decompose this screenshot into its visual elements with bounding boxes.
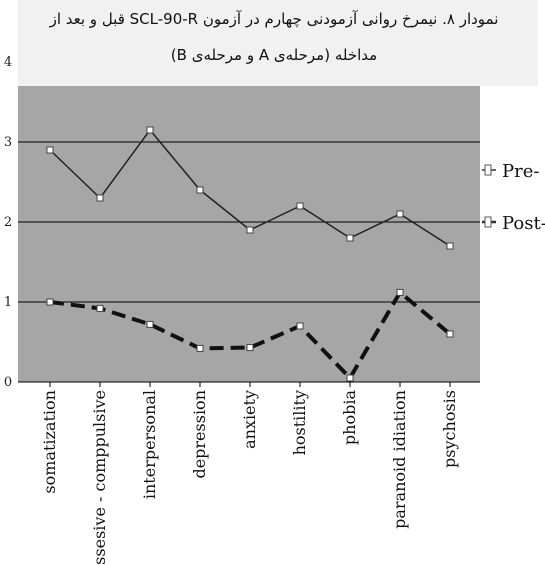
y-tick-label-4: 4 [4, 55, 12, 70]
marker-0-0 [46, 146, 54, 154]
x-tick-label-8: psychosis [440, 390, 459, 468]
marker-1-1 [96, 304, 104, 312]
marker-1-2 [146, 320, 154, 328]
y-tick-label-1: 1 [4, 295, 12, 310]
marker-1-7 [396, 288, 404, 296]
legend-marker-1 [484, 216, 492, 228]
marker-1-0 [46, 298, 54, 306]
marker-0-4 [246, 226, 254, 234]
marker-0-6 [346, 234, 354, 242]
marker-0-8 [446, 242, 454, 250]
legend-marker-0 [484, 164, 492, 176]
legend: Pre- Post- [482, 161, 545, 234]
marker-1-6 [346, 374, 354, 382]
chart-title-line-1: نمودار ۸. نیمرخ روانی آزمودنی چهارم در آ… [49, 10, 499, 28]
plot-area [18, 86, 480, 382]
legend-label-0: Pre- [502, 161, 539, 182]
marker-1-4 [246, 344, 254, 352]
y-axis-ticks: 0 1 2 3 4 [4, 55, 12, 390]
y-tick-label-0: 0 [4, 375, 12, 390]
x-tick-label-7: paranoid idiation [390, 390, 409, 529]
marker-1-8 [446, 330, 454, 338]
marker-0-1 [96, 194, 104, 202]
x-tick-label-0: somatization [40, 390, 59, 494]
chart-title-box: نمودار ۸. نیمرخ روانی آزمودنی چهارم در آ… [18, 0, 538, 86]
x-tick-label-1: obssesive - comppulsive [90, 390, 109, 565]
marker-1-5 [296, 322, 304, 330]
marker-0-2 [146, 126, 154, 134]
x-tick-label-4: anxiety [240, 390, 259, 449]
marker-0-5 [296, 202, 304, 210]
y-tick-label-3: 3 [4, 135, 12, 150]
x-tick-label-6: phobia [340, 390, 359, 446]
x-tick-label-3: depression [190, 390, 209, 479]
x-axis-ticks: somatization obssesive - comppulsive inter… [40, 382, 459, 565]
marker-1-3 [196, 344, 204, 352]
marker-0-7 [396, 210, 404, 218]
x-tick-label-5: hostility [290, 390, 309, 455]
chart-title-line-2: مداخله (مرحله‌ی A و مرحله‌ی B) [170, 46, 378, 64]
marker-0-3 [196, 186, 204, 194]
series-markers [46, 126, 454, 382]
series-line-1 [49, 290, 452, 380]
x-tick-label-2: interpersonal [140, 390, 159, 499]
y-tick-label-2: 2 [4, 215, 12, 230]
legend-label-1: Post- [502, 213, 545, 234]
